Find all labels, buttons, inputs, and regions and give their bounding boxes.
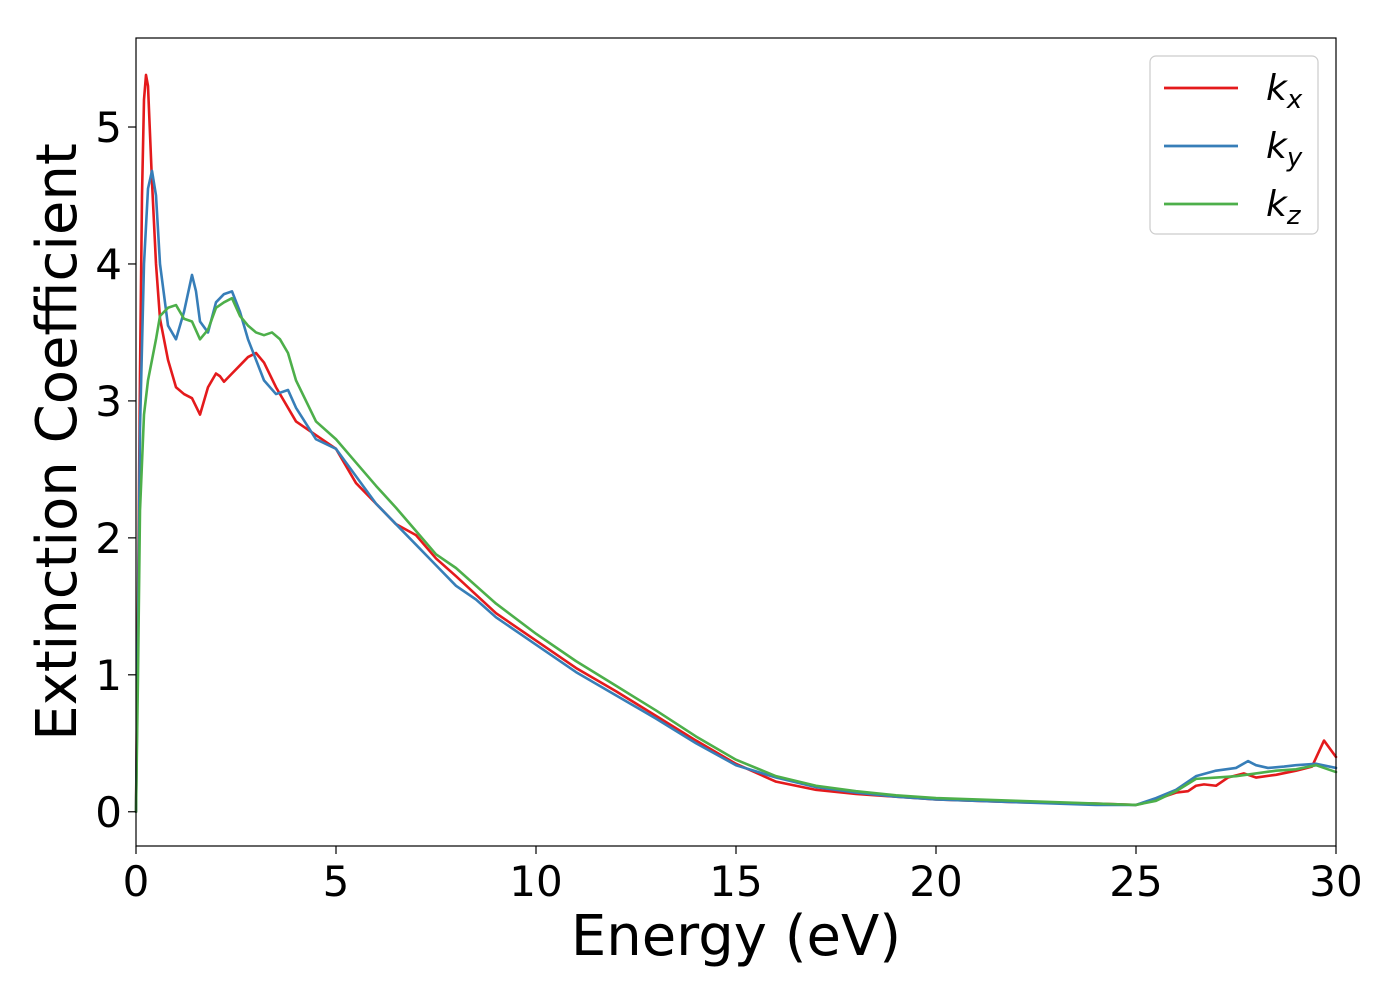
legend-label-main: k <box>1266 68 1289 109</box>
x-axis-ticks: 0 5 10 15 20 25 30 <box>123 846 1363 906</box>
legend-label-main: k <box>1266 184 1289 225</box>
legend-label: kz <box>1266 184 1302 231</box>
legend-label-sub: y <box>1286 143 1303 173</box>
x-axis-label: Energy (eV) <box>571 904 901 969</box>
series-line-k-x <box>134 73 1338 814</box>
y-tick-label: 5 <box>95 103 122 152</box>
x-tick-label: 5 <box>323 857 350 906</box>
y-tick-label: 1 <box>95 651 122 700</box>
legend-label-sub: x <box>1286 85 1303 115</box>
legend-label-main: k <box>1266 126 1289 167</box>
plot-area <box>136 38 1336 846</box>
legend-label: ky <box>1266 126 1303 173</box>
x-tick-label: 0 <box>123 857 150 906</box>
y-tick-label: 3 <box>95 377 122 426</box>
series-line-k-z <box>134 296 1338 814</box>
y-axis-label: Extinction Coefficient <box>25 143 90 741</box>
y-tick-label: 0 <box>95 788 122 837</box>
x-tick-label: 10 <box>509 857 562 906</box>
series-layer <box>134 73 1338 814</box>
x-tick-label: 20 <box>909 857 962 906</box>
x-tick-label: 15 <box>709 857 762 906</box>
x-tick-label: 30 <box>1309 857 1362 906</box>
legend-label-sub: z <box>1286 201 1302 231</box>
legend-label: kx <box>1266 68 1303 115</box>
x-tick-label: 25 <box>1109 857 1162 906</box>
y-tick-label: 2 <box>95 514 122 563</box>
y-tick-label: 4 <box>95 240 122 289</box>
y-axis-ticks: 0 1 2 3 4 5 <box>95 103 136 837</box>
